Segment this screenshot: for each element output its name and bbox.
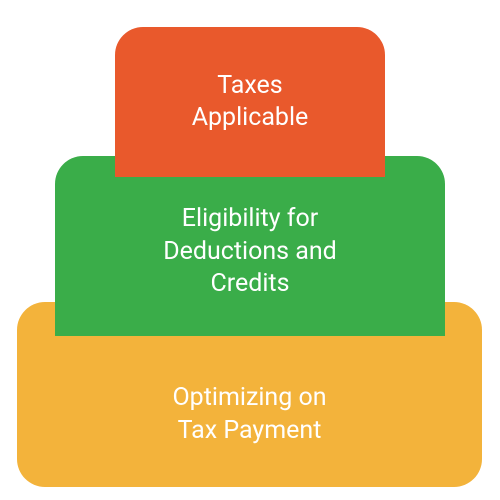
layer-top: Taxes Applicable xyxy=(115,27,385,177)
layer-top-label: Taxes Applicable xyxy=(192,70,309,135)
layer-bottom-label: Optimizing on Tax Payment xyxy=(172,382,326,447)
layer-middle-label: Eligibility for Deductions and Credits xyxy=(163,203,337,301)
layer-middle: Eligibility for Deductions and Credits xyxy=(55,156,445,336)
